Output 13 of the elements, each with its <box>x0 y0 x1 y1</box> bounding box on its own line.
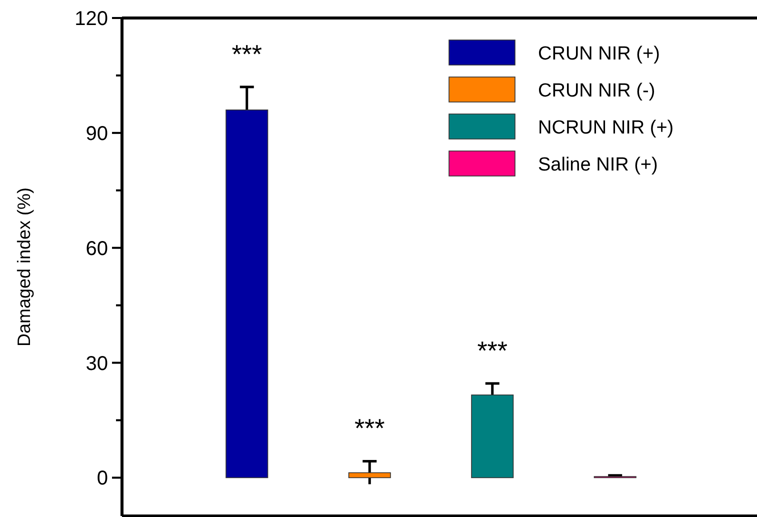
legend-label: NCRUN NIR (+) <box>538 118 674 139</box>
y-tick-label: 0 <box>96 468 108 490</box>
y-axis-title: Damaged index (%) <box>14 187 34 347</box>
y-tick-label: 120 <box>74 8 108 30</box>
y-tick-label: 30 <box>86 352 108 375</box>
legend-label: CRUN NIR (-) <box>538 80 656 102</box>
legend-label: CRUN NIR (+) <box>538 44 660 65</box>
legend-label: Saline NIR (+) <box>538 154 658 176</box>
y-tick-label: 60 <box>86 238 108 260</box>
y-tick-label: 90 <box>86 122 108 145</box>
annotation: *** <box>232 38 262 69</box>
annotation: *** <box>354 413 385 444</box>
annotation: *** <box>477 335 508 366</box>
